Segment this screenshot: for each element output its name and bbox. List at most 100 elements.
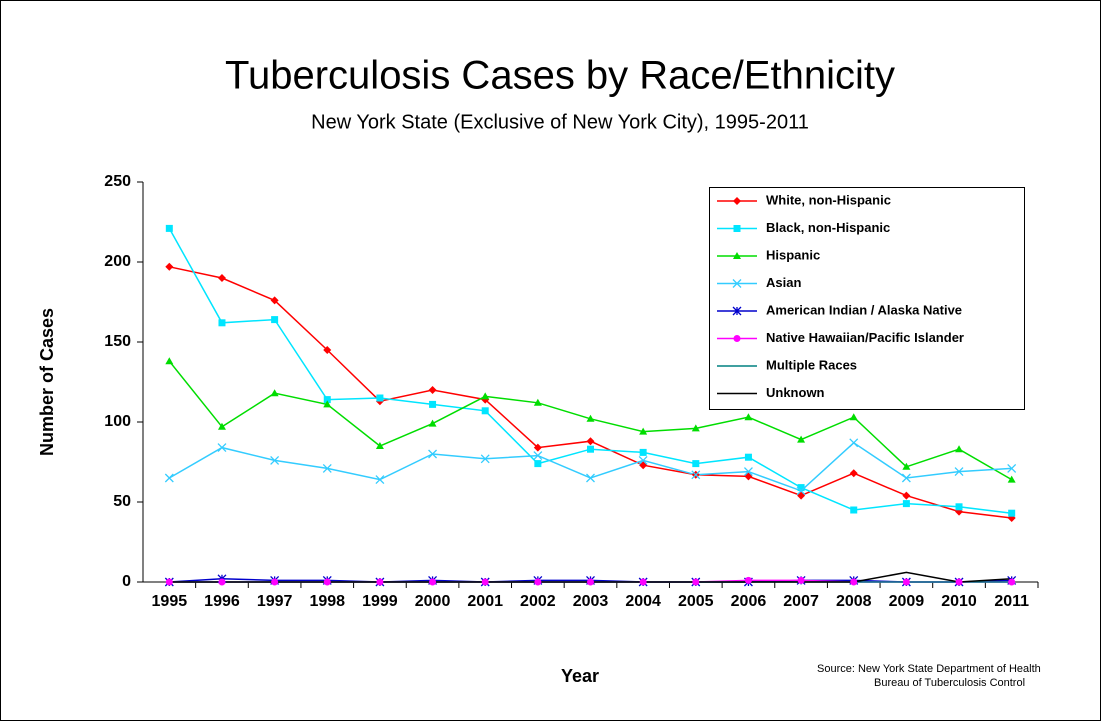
marker (270, 455, 280, 465)
x-tick-label: 2009 (889, 593, 925, 610)
marker (587, 578, 594, 586)
marker (429, 578, 437, 586)
source-line: Bureau of Tuberculosis Control (874, 677, 1025, 689)
marker (481, 392, 490, 400)
marker (165, 262, 174, 271)
marker (587, 445, 594, 453)
x-tick-label: 2001 (467, 593, 503, 610)
legend-label: Hispanic (766, 247, 820, 262)
x-tick-label: 1999 (362, 593, 398, 610)
marker (217, 443, 227, 453)
y-axis-label: Number of Cases (37, 308, 57, 456)
marker (323, 346, 332, 354)
legend-label: Asian (766, 275, 801, 290)
legend-label: Black, non-Hispanic (766, 220, 890, 235)
marker (218, 578, 226, 586)
marker (586, 473, 595, 483)
marker (796, 486, 806, 496)
y-tick-label: 0 (122, 573, 131, 590)
marker (375, 475, 385, 485)
marker (797, 435, 806, 443)
marker (217, 274, 226, 282)
y-tick-label: 50 (113, 493, 131, 510)
marker (164, 473, 174, 483)
marker (955, 503, 963, 511)
marker (323, 396, 331, 404)
x-tick-label: 2006 (731, 593, 767, 610)
x-tick-label: 1995 (152, 593, 188, 610)
marker (692, 460, 700, 468)
chart-subtitle: New York State (Exclusive of New York Ci… (311, 111, 809, 133)
marker (323, 578, 331, 586)
marker (533, 451, 543, 461)
x-tick-label: 1996 (204, 593, 240, 610)
marker (902, 491, 911, 500)
marker (849, 413, 858, 421)
marker (954, 467, 964, 477)
marker (849, 469, 858, 478)
marker (270, 389, 279, 397)
marker (165, 578, 173, 586)
marker (534, 578, 542, 586)
marker (733, 335, 741, 342)
x-tick-label: 2008 (836, 593, 872, 610)
x-tick-label: 2003 (573, 593, 609, 610)
marker (165, 357, 174, 365)
marker (480, 454, 490, 464)
marker (1008, 509, 1016, 517)
marker (323, 400, 332, 408)
y-tick-label: 250 (104, 173, 131, 190)
marker (533, 443, 542, 452)
marker (586, 414, 595, 422)
marker (797, 484, 805, 492)
marker (428, 449, 438, 459)
marker (271, 578, 279, 586)
marker (691, 424, 700, 432)
source-line: Source: New York State Department of Hea… (817, 663, 1041, 675)
marker (639, 427, 648, 435)
marker (1008, 578, 1016, 586)
marker (375, 442, 384, 449)
marker (733, 252, 741, 259)
legend-label: White, non-Hispanic (766, 192, 891, 207)
marker (639, 578, 647, 586)
marker (797, 576, 805, 584)
marker (376, 394, 384, 402)
x-tick-label: 2004 (625, 593, 661, 610)
x-tick-label: 2002 (520, 593, 556, 610)
marker (955, 445, 964, 453)
marker (692, 578, 700, 586)
chart-title: Tuberculosis Cases by Race/Ethnicity (225, 54, 895, 98)
x-tick-label: 1998 (309, 593, 345, 610)
marker (955, 578, 963, 586)
legend-box (709, 187, 1025, 410)
marker (376, 578, 384, 586)
marker (428, 386, 437, 394)
legend-label: Native Hawaiian/Pacific Islander (766, 330, 964, 345)
marker (481, 407, 489, 415)
marker (691, 470, 701, 480)
marker (744, 576, 752, 584)
marker (217, 422, 226, 430)
marker (1007, 475, 1016, 483)
x-axis-label: Year (561, 666, 599, 686)
x-tick-label: 2010 (941, 593, 977, 610)
marker (902, 500, 910, 508)
marker (744, 413, 753, 421)
y-tick-label: 100 (104, 413, 131, 430)
x-tick-label: 1997 (257, 593, 293, 610)
y-tick-label: 150 (104, 333, 131, 350)
legend-label: Multiple Races (766, 357, 857, 372)
marker (901, 473, 911, 483)
x-tick-label: 2000 (415, 593, 451, 610)
marker (481, 578, 489, 586)
marker (1007, 463, 1017, 473)
x-tick-label: 2011 (994, 593, 1029, 610)
marker (732, 279, 742, 288)
x-tick-label: 2005 (678, 593, 714, 610)
marker (428, 419, 437, 427)
marker (850, 578, 858, 586)
marker (534, 460, 542, 468)
marker (218, 319, 226, 327)
